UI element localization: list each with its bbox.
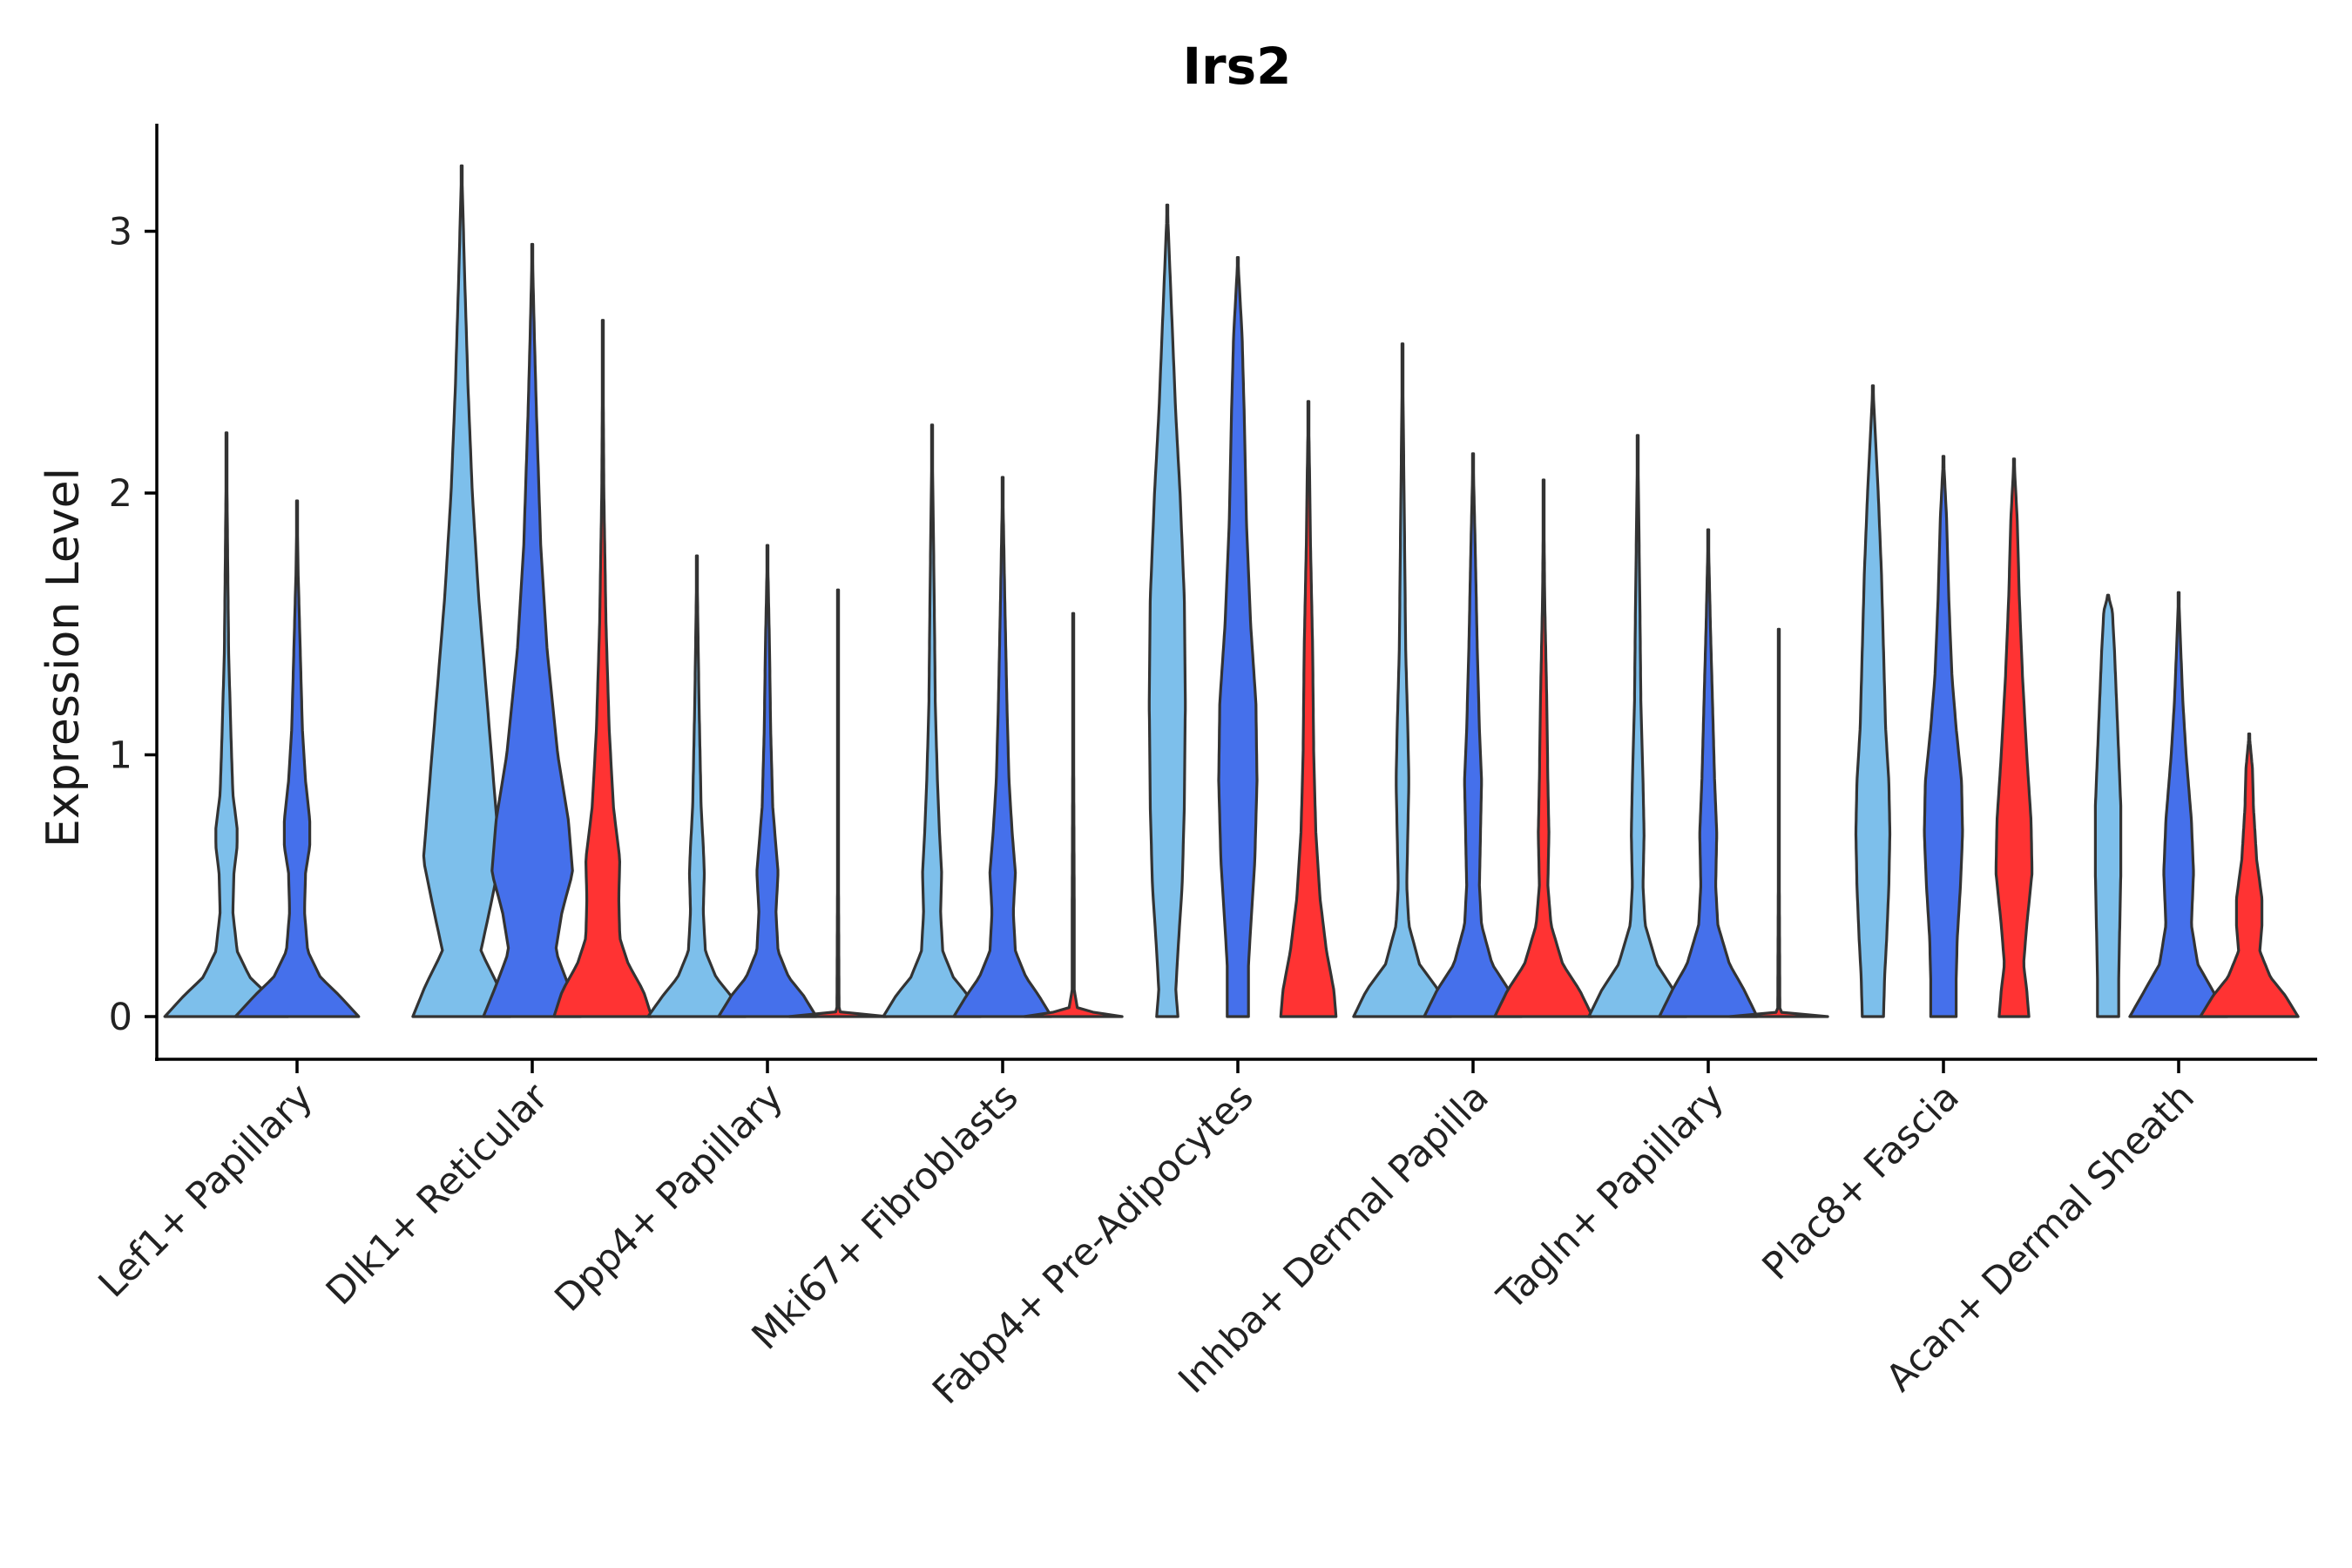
- violin-6-2: [1728, 627, 1829, 1018]
- violin-8-2: [2199, 732, 2300, 1018]
- violin-2-0: [646, 554, 747, 1018]
- violin-4-1: [1217, 256, 1259, 1018]
- violin-4-2: [1279, 400, 1338, 1018]
- violin-3-0: [882, 423, 983, 1018]
- x-tick-label: Plac8+ Fascia: [1754, 1075, 1968, 1288]
- y-tick-label: 1: [109, 734, 132, 778]
- violin-3-2: [1023, 612, 1124, 1018]
- x-tick-label: Dlk1+ Reticular: [318, 1075, 557, 1314]
- violin-3-1: [952, 476, 1053, 1018]
- violin-8-0: [2093, 593, 2123, 1018]
- x-tick-label: Tagln+ Papillary: [1489, 1075, 1733, 1319]
- violin-1-0: [411, 164, 512, 1018]
- y-tick-label: 2: [109, 472, 132, 516]
- violin-4-0: [1147, 203, 1187, 1018]
- violin-6-1: [1658, 528, 1759, 1018]
- violin-7-2: [1994, 457, 2034, 1018]
- violin-0-1: [233, 499, 361, 1018]
- violin-7-0: [1854, 384, 1892, 1018]
- violin-6-0: [1587, 434, 1688, 1018]
- x-tick-label: Lef1+ Papillary: [91, 1075, 321, 1306]
- violin-8-1: [2128, 591, 2229, 1018]
- violin-2-2: [787, 588, 889, 1018]
- violin-1-1: [482, 242, 583, 1018]
- violin-1-2: [552, 319, 653, 1018]
- y-tick-label: 0: [109, 996, 132, 1039]
- violin-2-1: [717, 544, 818, 1018]
- violins-layer: [163, 164, 2300, 1018]
- x-tick-label: Mki67+ Fibroblasts: [744, 1075, 1027, 1358]
- violin-5-2: [1493, 478, 1594, 1018]
- y-axis-label: Expression Level: [37, 468, 90, 848]
- violin-5-1: [1423, 452, 1524, 1018]
- y-tick-label: 3: [109, 211, 132, 254]
- x-tick-label: Dpp4+ Papillary: [547, 1075, 792, 1320]
- violin-5-0: [1352, 342, 1453, 1018]
- violin-0-0: [163, 431, 290, 1018]
- y-ticks: 0 1 2 3: [109, 211, 157, 1039]
- violin-7-1: [1923, 455, 1964, 1018]
- axes-layer: [155, 124, 2317, 1061]
- chart-title: Irs2: [1182, 37, 1291, 96]
